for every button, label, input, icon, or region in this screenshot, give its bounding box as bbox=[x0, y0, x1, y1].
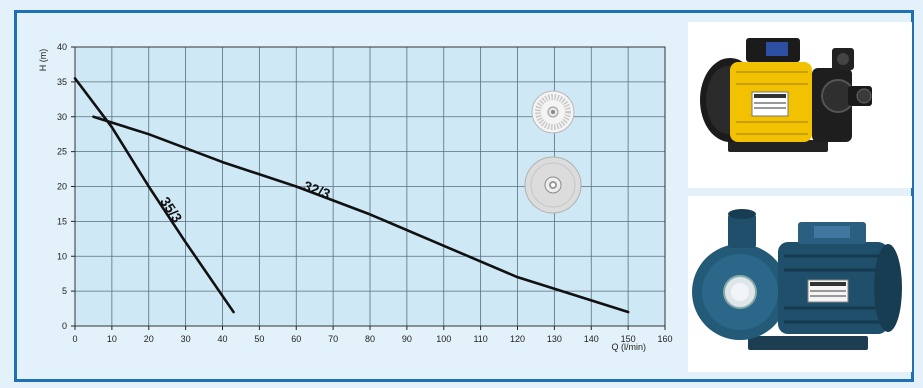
x-tick-label: 160 bbox=[657, 334, 672, 344]
peripheral-pump-photo bbox=[688, 22, 912, 188]
y-tick-label: 20 bbox=[57, 182, 67, 192]
x-tick-label: 30 bbox=[181, 334, 191, 344]
x-tick-label: 40 bbox=[217, 334, 227, 344]
y-tick-label: 35 bbox=[57, 77, 67, 87]
x-tick-label: 150 bbox=[621, 334, 636, 344]
x-axis-label: Q (l/min) bbox=[612, 342, 647, 352]
x-tick-label: 0 bbox=[72, 334, 77, 344]
y-tick-labels: 0 5 10 15 20 25 30 35 40 bbox=[57, 42, 67, 331]
x-tick-label: 20 bbox=[144, 334, 154, 344]
x-tick-label: 130 bbox=[547, 334, 562, 344]
axes bbox=[71, 46, 666, 330]
y-tick-label: 30 bbox=[57, 112, 67, 122]
x-tick-label: 50 bbox=[254, 334, 264, 344]
series-line-2 bbox=[92, 115, 630, 314]
centrifugal-pump-illustration bbox=[688, 196, 912, 372]
y-tick-label: 0 bbox=[62, 321, 67, 331]
x-tick-label: 60 bbox=[291, 334, 301, 344]
peripheral-pump-illustration bbox=[688, 22, 912, 188]
disc-impeller-icon bbox=[524, 156, 582, 214]
centrifugal-pump-photo bbox=[688, 196, 912, 372]
series-line-1 bbox=[73, 77, 235, 314]
x-tick-label: 120 bbox=[510, 334, 525, 344]
x-tick-label: 80 bbox=[365, 334, 375, 344]
y-tick-label: 25 bbox=[57, 147, 67, 157]
y-tick-label: 10 bbox=[57, 251, 67, 261]
y-tick-label: 5 bbox=[62, 286, 67, 296]
plot-border bbox=[74, 46, 666, 327]
x-tick-label: 10 bbox=[107, 334, 117, 344]
x-tick-label: 70 bbox=[328, 334, 338, 344]
y-tick-label: 40 bbox=[57, 42, 67, 52]
x-tick-label: 90 bbox=[402, 334, 412, 344]
x-tick-labels: 0 10 20 30 40 50 60 70 80 90 100 110 120 130 140 150 160 bbox=[72, 334, 672, 344]
x-tick-label: 110 bbox=[473, 334, 487, 344]
x-tick-label: 140 bbox=[584, 334, 599, 344]
y-tick-label: 15 bbox=[57, 216, 67, 226]
x-tick-label: 100 bbox=[436, 334, 451, 344]
radial-impeller-icon bbox=[531, 90, 575, 134]
y-axis-label: H (m) bbox=[38, 49, 48, 72]
